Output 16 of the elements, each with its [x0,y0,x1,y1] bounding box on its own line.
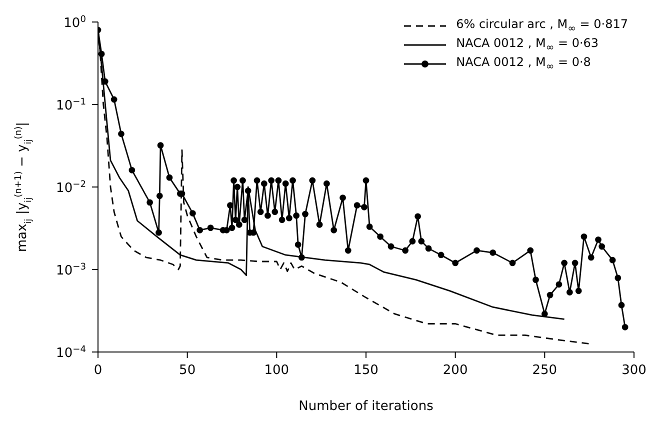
x-axis-title: Number of iterations [298,399,434,414]
legend-label: NACA 0012 , M$_{∞}$ = 0·63 [456,36,599,54]
x-tick-label: 200 [442,363,468,378]
y-tick-label: 10$^{−3}$ [56,262,86,278]
y-tick-label: 10$^{−1}$ [56,98,86,114]
legend-label: 6% circular arc , M$_{∞}$ = 0·817 [456,16,628,34]
y-tick-label: 10$^{0}$ [64,15,86,31]
x-tick-label: 100 [264,363,290,378]
x-tick-label: 0 [94,363,102,378]
legend-label: NACA 0012 , M$_{∞}$ = 0·8 [456,54,591,72]
y-tick-label: 10$^{−4}$ [56,345,86,361]
x-tick-label: 250 [532,363,558,378]
x-tick-label: 150 [354,363,378,378]
x-tick-label: 50 [179,363,196,378]
y-tick-label: 10$^{−2}$ [56,180,86,196]
x-tick-label: 300 [622,363,646,378]
